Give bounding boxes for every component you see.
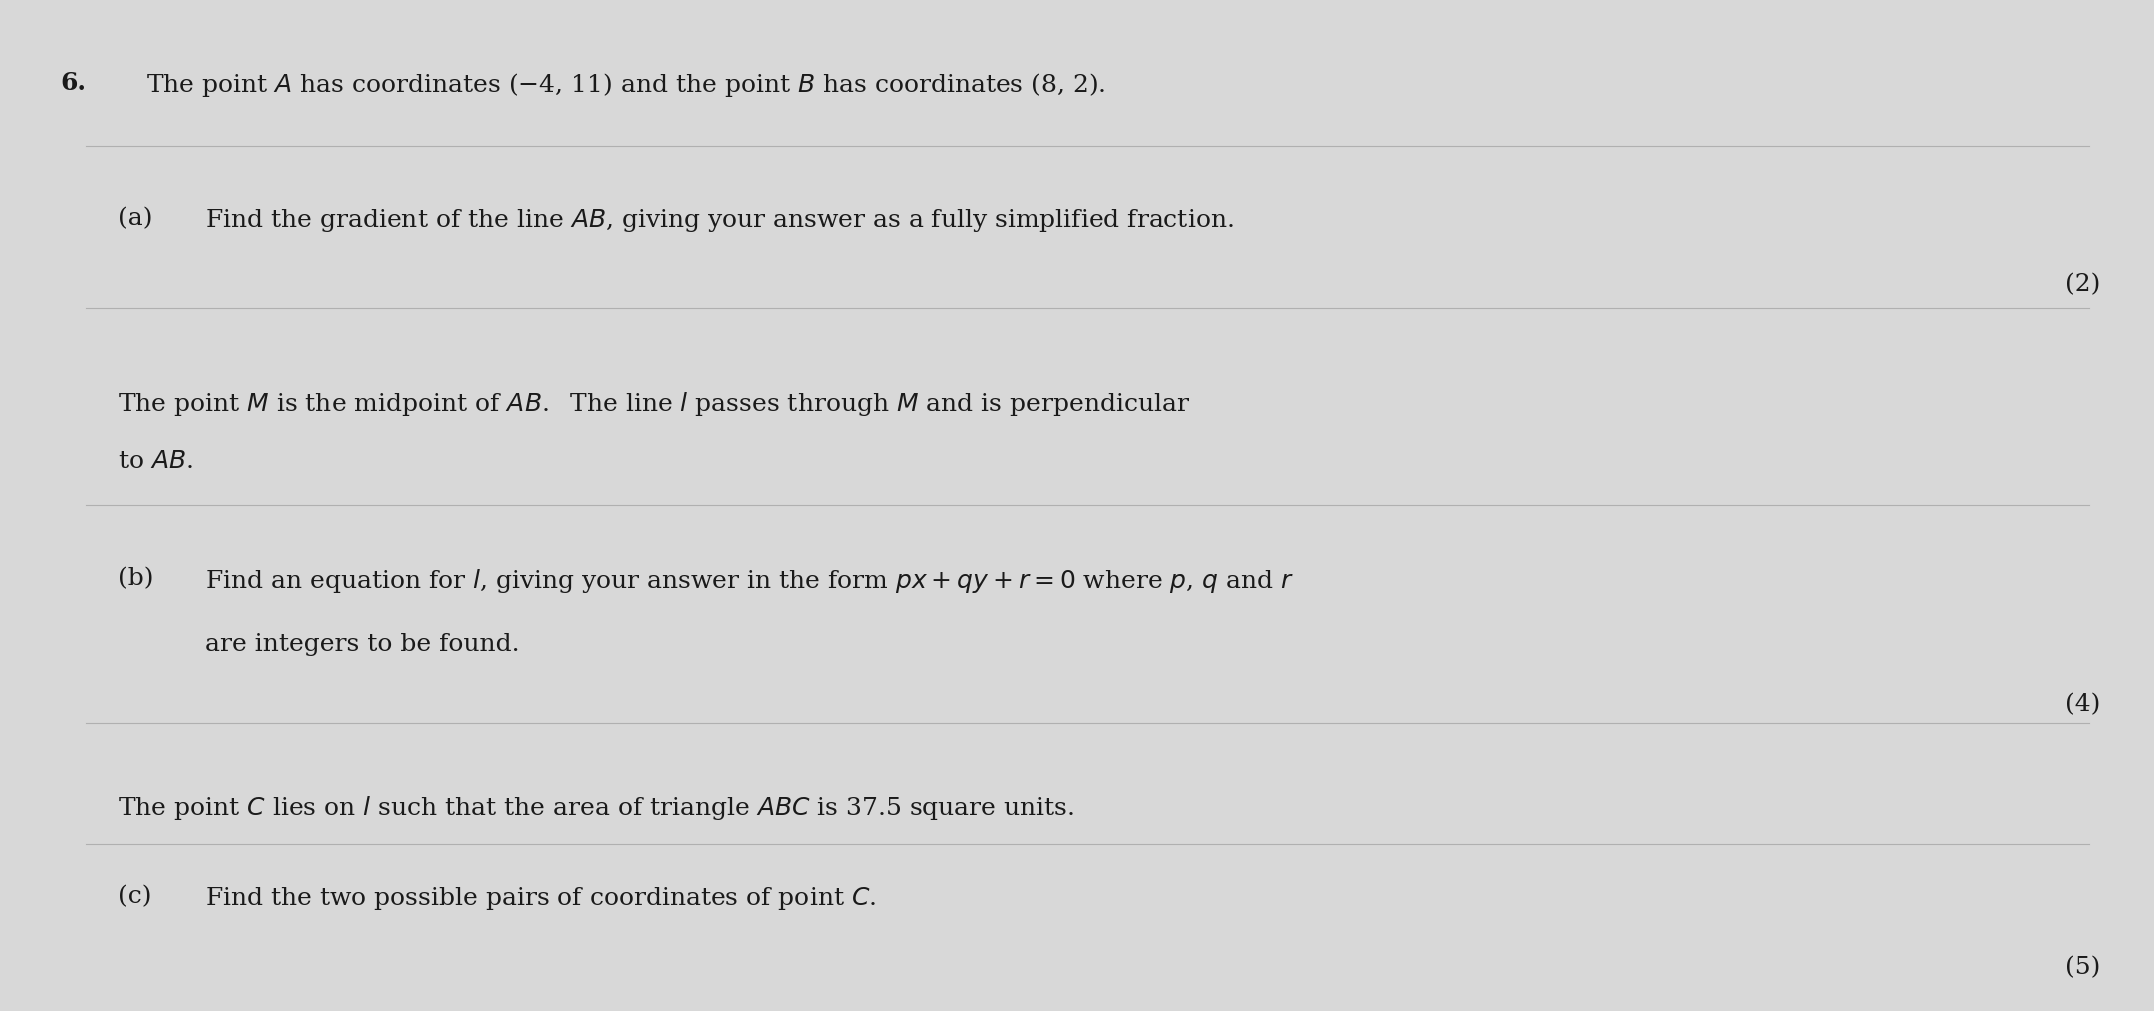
Text: The point $M$ is the midpoint of $AB$.  The line $l$ passes through $M$ and is p: The point $M$ is the midpoint of $AB$. T…: [118, 389, 1191, 418]
Text: The point $A$ has coordinates (−4, 11) and the point $B$ has coordinates (8, 2).: The point $A$ has coordinates (−4, 11) a…: [146, 71, 1105, 99]
Text: Find an equation for $l$, giving your answer in the form $px + qy + r = 0$ where: Find an equation for $l$, giving your an…: [205, 566, 1295, 594]
Text: to $AB$.: to $AB$.: [118, 450, 194, 473]
Text: Find the two possible pairs of coordinates of point $C$.: Find the two possible pairs of coordinat…: [205, 885, 877, 912]
Text: (5): (5): [2066, 955, 2100, 979]
Text: (4): (4): [2066, 693, 2100, 716]
Text: 6.: 6.: [60, 71, 86, 95]
Text: (c): (c): [118, 885, 153, 908]
Text: The point $C$ lies on $l$ such that the area of triangle $ABC$ is 37.5 square un: The point $C$ lies on $l$ such that the …: [118, 794, 1075, 822]
Text: (a): (a): [118, 207, 153, 231]
Text: (2): (2): [2066, 273, 2100, 296]
Text: are integers to be found.: are integers to be found.: [205, 632, 519, 655]
Text: Find the gradient of the line $AB$, giving your answer as a fully simplified fra: Find the gradient of the line $AB$, givi…: [205, 207, 1234, 235]
Text: (b): (b): [118, 566, 153, 589]
